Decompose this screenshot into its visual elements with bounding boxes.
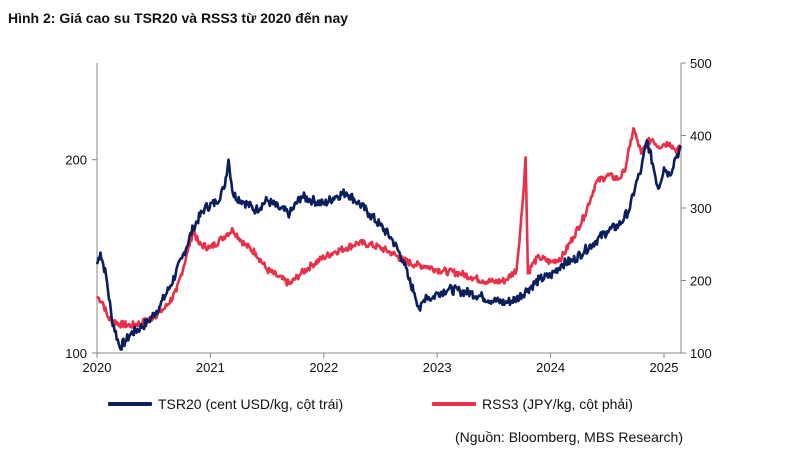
source-note: (Nguồn: Bloomberg, MBS Research) <box>455 429 683 445</box>
left-tick-label: 200 <box>65 153 87 168</box>
right-tick-label: 500 <box>690 56 712 71</box>
x-tick-label: 2020 <box>83 360 112 375</box>
legend-label-tsr20: TSR20 (cent USD/kg, cột trái) <box>158 396 344 412</box>
legend-swatch-rss3 <box>432 402 476 406</box>
legend-item-rss3: RSS3 (JPY/kg, cột phải) <box>432 396 633 412</box>
x-tick-label: 2022 <box>309 360 338 375</box>
x-tick-label: 2023 <box>423 360 452 375</box>
legend-item-tsr20: TSR20 (cent USD/kg, cột trái) <box>108 396 343 412</box>
x-tick-label: 2021 <box>196 360 225 375</box>
legend-label-rss3: RSS3 (JPY/kg, cột phải) <box>482 396 633 412</box>
right-tick-label: 400 <box>690 129 712 144</box>
x-tick-label: 2024 <box>536 360 565 375</box>
legend-swatch-tsr20 <box>108 402 152 406</box>
chart-title: Hình 2: Giá cao su TSR20 và RSS3 từ 2020… <box>8 10 349 26</box>
left-tick-label: 100 <box>65 346 87 361</box>
series-line-tsr20 <box>95 139 683 351</box>
series-line-rss3 <box>95 127 682 329</box>
right-tick-label: 300 <box>690 201 712 216</box>
right-tick-label: 200 <box>690 274 712 289</box>
right-tick-label: 100 <box>690 346 712 361</box>
x-tick-label: 2025 <box>650 360 679 375</box>
